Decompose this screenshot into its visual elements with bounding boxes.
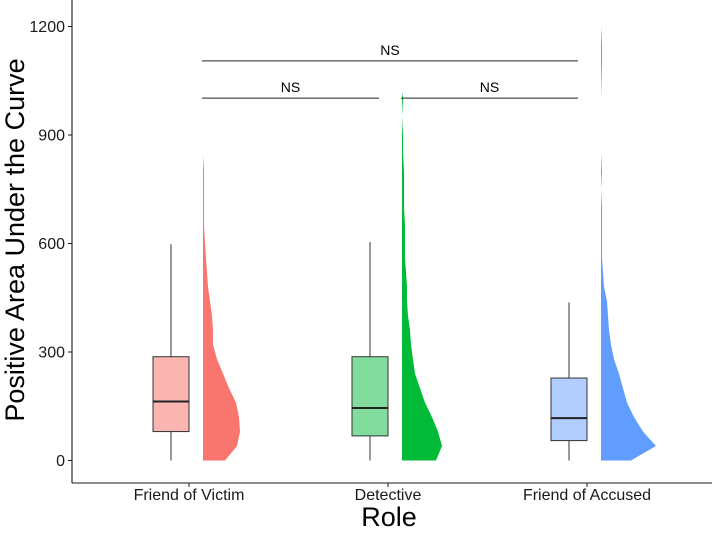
boxplot-friend-of-victim <box>152 244 190 461</box>
y-tick-label: 300 <box>38 345 65 362</box>
significance-label: NS <box>380 42 399 58</box>
x-tick-label: Friend of Victim <box>134 487 245 504</box>
x-tick-label: Detective <box>355 487 422 504</box>
y-tick-label: 600 <box>38 236 65 253</box>
y-tick-label: 1200 <box>29 19 65 36</box>
density-detective <box>402 91 442 461</box>
box-iqr <box>351 356 389 437</box>
y-axis-title: Positive Area Under the Curve <box>0 58 30 421</box>
x-ticks: Friend of Victim Detective Friend of Accus… <box>134 483 651 504</box>
comparison-friend-of-victim-vs-detective: NS <box>202 79 379 99</box>
box-iqr <box>152 356 190 433</box>
density-friend-of-victim <box>203 154 240 461</box>
boxplot-friend-of-accused <box>550 302 588 461</box>
x-tick-label: Friend of Accused <box>523 487 651 504</box>
significance-brackets: NS NS NS <box>202 42 578 99</box>
boxplot-detective <box>351 242 389 461</box>
y-ticks: 0 300 600 900 1200 <box>29 19 72 470</box>
significance-label: NS <box>480 79 499 95</box>
x-axis-title: Role <box>361 502 417 532</box>
plot-area <box>152 4 656 461</box>
y-tick-label: 900 <box>38 128 65 145</box>
significance-label: NS <box>281 79 300 95</box>
density-friend-of-accused <box>601 4 656 461</box>
box-iqr <box>550 377 588 442</box>
comparison-detective-vs-friend-of-accused: NS <box>401 79 578 99</box>
y-tick-label: 0 <box>56 453 65 470</box>
comparison-friend-of-victim-vs-friend-of-accused: NS <box>202 42 578 62</box>
